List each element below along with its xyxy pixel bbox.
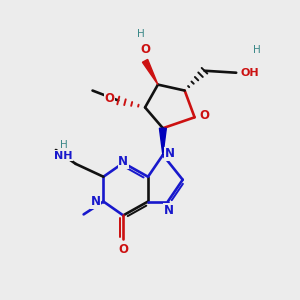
Text: H: H [60, 140, 68, 150]
Text: O: O [118, 243, 128, 256]
Text: O: O [200, 109, 209, 122]
Polygon shape [142, 59, 158, 85]
Text: OH: OH [240, 68, 259, 78]
Text: H: H [137, 29, 145, 39]
Text: N: N [165, 148, 175, 160]
Text: N: N [118, 155, 128, 168]
Text: N: N [91, 195, 100, 208]
Polygon shape [159, 128, 166, 155]
Text: O: O [104, 92, 114, 105]
Text: N: N [164, 203, 174, 217]
Text: H: H [253, 45, 261, 55]
Text: NH: NH [54, 151, 73, 161]
Text: O: O [140, 43, 150, 56]
